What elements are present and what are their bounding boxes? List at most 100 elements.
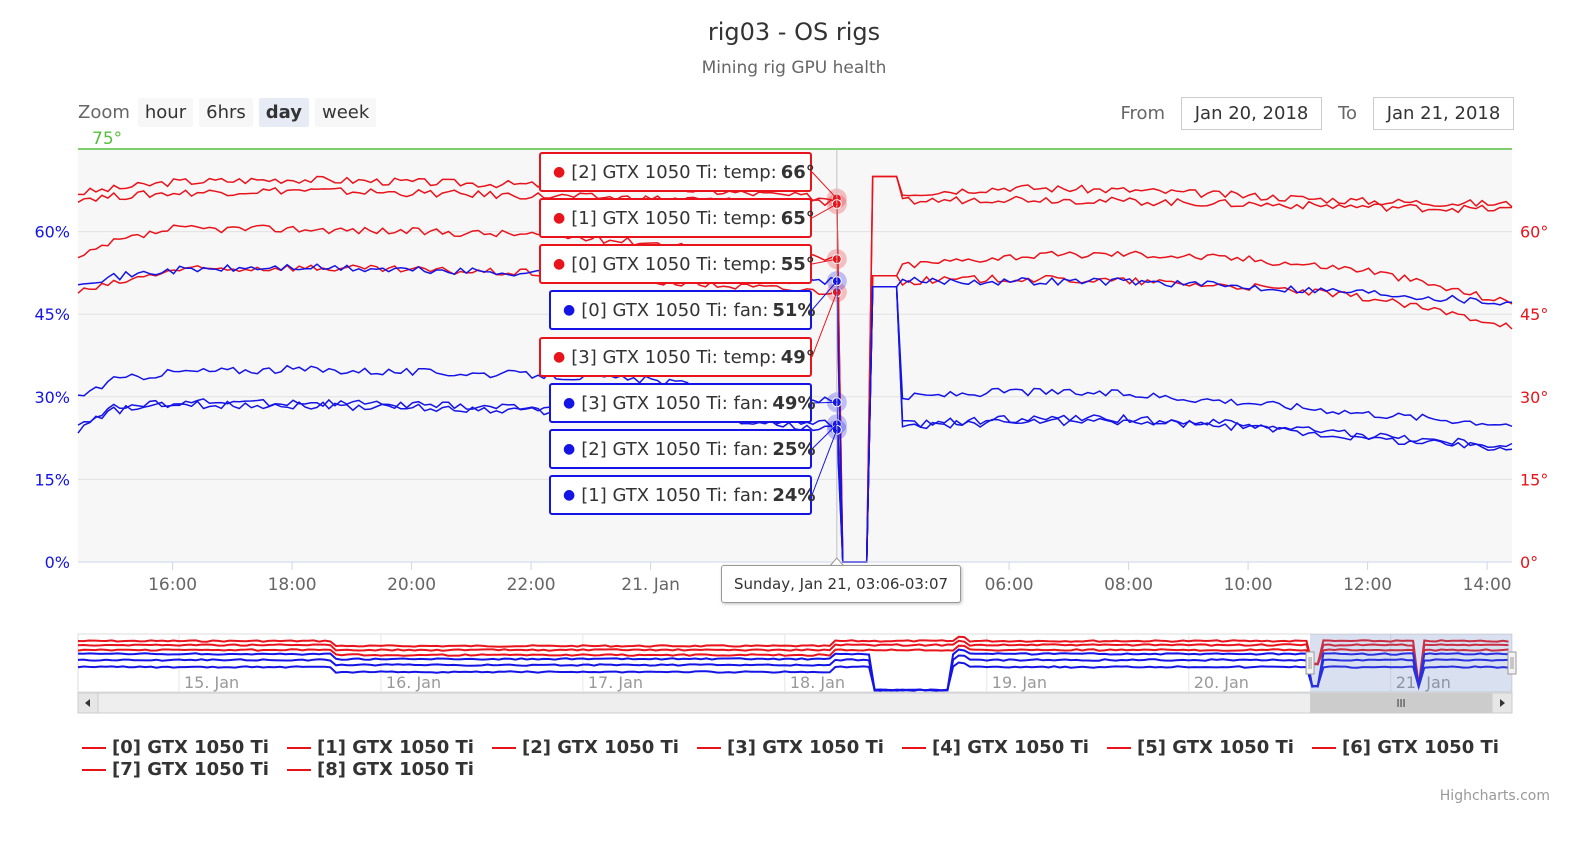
- navigator-label: 16. Jan: [386, 673, 441, 692]
- tooltip-label: [2] GTX 1050 Ti: fan:: [581, 438, 769, 460]
- navigator-series: [77, 644, 1509, 687]
- shared-tooltip: Sunday, Jan 21, 03:06-03:07: [721, 565, 962, 603]
- to-label: To: [1338, 103, 1357, 124]
- zoom-6hrs-button[interactable]: 6hrs: [199, 98, 253, 127]
- navigator-selection[interactable]: [1310, 634, 1512, 692]
- legend-item[interactable]: [8] GTX 1050 Ti: [287, 759, 474, 780]
- hover-marker[interactable]: [831, 193, 842, 204]
- hover-marker[interactable]: [831, 424, 842, 435]
- legend-item[interactable]: [4] GTX 1050 Ti: [902, 737, 1089, 758]
- hover-marker[interactable]: [831, 199, 842, 210]
- navigator-series: [77, 661, 1509, 692]
- x-tick-label: 06:00: [985, 575, 1034, 595]
- hover-marker[interactable]: [831, 397, 842, 408]
- hover-halo: [826, 194, 847, 215]
- scrollbar-right-button[interactable]: [1491, 692, 1513, 714]
- chart-subtitle: Mining rig GPU health: [701, 58, 887, 78]
- x-tick-label: 10:00: [1224, 575, 1273, 595]
- scrollbar-track[interactable]: [77, 692, 1513, 714]
- x-tick-label: 18:00: [268, 575, 317, 595]
- tooltip-dot: ●: [563, 302, 576, 318]
- tooltip-value: 49%: [772, 392, 816, 414]
- legend-symbol: [1312, 746, 1336, 749]
- tooltip-value: 25%: [772, 438, 816, 460]
- tooltip-label: [0] GTX 1050 Ti: temp:: [571, 253, 777, 275]
- hover-marker[interactable]: [831, 419, 842, 430]
- x-tick-label: 21. Jan: [621, 575, 680, 595]
- legend-item[interactable]: [1] GTX 1050 Ti: [287, 737, 474, 758]
- navigator-right-handle[interactable]: [1507, 651, 1517, 675]
- tooltip-value: 55°: [780, 253, 815, 275]
- tooltip-dot: ●: [553, 349, 566, 365]
- scrollbar-thumb[interactable]: [1310, 693, 1492, 713]
- scrollbar-left-button[interactable]: [77, 692, 99, 714]
- y-left-tick-label: 15%: [34, 470, 70, 489]
- from-label: From: [1120, 103, 1166, 124]
- threshold-label: 75°: [92, 129, 122, 149]
- x-tick-label: 12:00: [1343, 575, 1392, 595]
- to-date-input[interactable]: Jan 21, 2018: [1373, 97, 1514, 130]
- legend-item[interactable]: [0] GTX 1050 Ti: [82, 737, 269, 758]
- tooltip-dot: ●: [553, 210, 566, 226]
- legend-symbol: [82, 768, 106, 771]
- legend-label: [6] GTX 1050 Ti: [1342, 737, 1499, 758]
- hover-marker[interactable]: [831, 287, 842, 298]
- zoom-week-button[interactable]: week: [314, 98, 377, 127]
- legend-item[interactable]: [7] GTX 1050 Ti: [82, 759, 269, 780]
- navigator-left-handle[interactable]: [1305, 651, 1315, 675]
- tooltip-connector: [811, 258, 837, 265]
- y-right-tick-label: 15°: [1520, 470, 1548, 489]
- series-tooltip: ● [1] GTX 1050 Ti: fan: 24%: [549, 475, 816, 515]
- x-tick-label: 22:00: [507, 575, 556, 595]
- tooltip-value: 49°: [780, 346, 815, 368]
- series-tooltip: ● [1] GTX 1050 Ti: temp: 65°: [539, 198, 815, 238]
- tooltip-connector: [811, 171, 838, 199]
- zoom-selector: Zoom hour 6hrs day week: [78, 98, 377, 127]
- navigator-series: [77, 639, 1509, 687]
- hover-halo: [826, 188, 847, 209]
- legend-symbol: [82, 746, 106, 749]
- tooltip-value: 66°: [780, 161, 815, 183]
- legend-item[interactable]: [3] GTX 1050 Ti: [697, 737, 884, 758]
- credits-link[interactable]: Highcharts.com: [1439, 788, 1550, 804]
- tooltip-connector: [811, 291, 838, 358]
- tooltip-label: [1] GTX 1050 Ti: temp:: [571, 207, 777, 229]
- legend-item[interactable]: [2] GTX 1050 Ti: [492, 737, 679, 758]
- tooltip-label: [0] GTX 1050 Ti: fan:: [581, 299, 769, 321]
- navigator-series: [77, 648, 1509, 692]
- hover-halo: [826, 392, 847, 413]
- tooltip-connector: [811, 401, 837, 404]
- legend-label: [4] GTX 1050 Ti: [932, 737, 1089, 758]
- y-left-tick-label: 30%: [34, 388, 70, 407]
- scroll-left-arrow-icon: [85, 699, 90, 707]
- legend-symbol: [902, 746, 926, 749]
- navigator-label: 20. Jan: [1194, 673, 1249, 692]
- tooltip-dot: ●: [553, 164, 566, 180]
- tooltip-label: [3] GTX 1050 Ti: fan:: [581, 392, 769, 414]
- tooltip-connector: [811, 280, 838, 311]
- y-left-tick-label: 45%: [34, 305, 70, 324]
- series-tooltip: ● [0] GTX 1050 Ti: fan: 51%: [549, 290, 816, 330]
- zoom-day-button[interactable]: day: [258, 98, 309, 127]
- legend-item[interactable]: [6] GTX 1050 Ti: [1312, 737, 1499, 758]
- hover-marker[interactable]: [831, 276, 842, 287]
- legend-item[interactable]: [5] GTX 1050 Ti: [1107, 737, 1294, 758]
- from-date-input[interactable]: Jan 20, 2018: [1181, 97, 1323, 130]
- x-tick-label: 08:00: [1104, 575, 1153, 595]
- series-tooltip: ● [2] GTX 1050 Ti: fan: 25%: [549, 429, 816, 469]
- tooltip-value: 51%: [772, 299, 816, 321]
- tooltip-value: 24%: [772, 484, 816, 506]
- hover-halo: [826, 282, 847, 303]
- tooltip-connector: [811, 423, 838, 450]
- legend-symbol: [697, 746, 721, 749]
- hover-halo: [826, 271, 847, 292]
- hover-marker[interactable]: [831, 254, 842, 265]
- navigator-series: [77, 654, 1509, 692]
- navigator-label: 19. Jan: [992, 673, 1047, 692]
- y-right-tick-label: 0°: [1520, 553, 1538, 572]
- legend-symbol: [287, 746, 311, 749]
- hover-halo: [826, 414, 847, 435]
- legend-label: [2] GTX 1050 Ti: [522, 737, 679, 758]
- zoom-hour-button[interactable]: hour: [137, 98, 194, 127]
- navigator-label: 17. Jan: [588, 673, 643, 692]
